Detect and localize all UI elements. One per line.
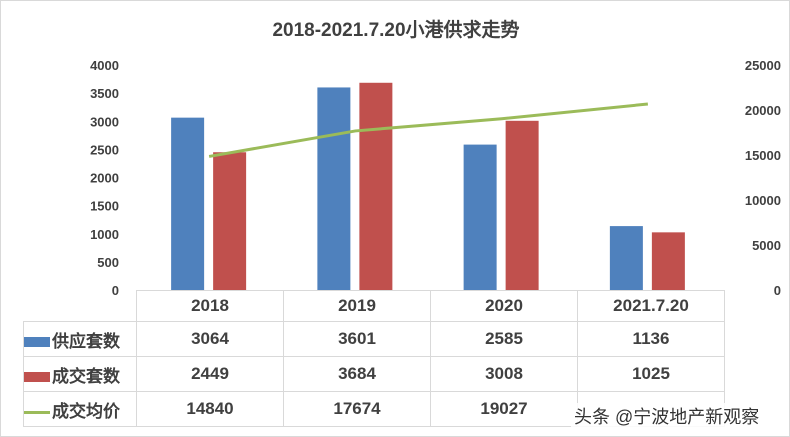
left-tick-label: 500: [97, 255, 119, 270]
table-row: 供应套数 3064 3601 2585 1136: [23, 321, 725, 357]
left-tick-label: 4000: [90, 58, 119, 73]
series-label: 供应套数: [23, 321, 137, 357]
bar-deals: [359, 82, 393, 291]
bar-supply: [317, 87, 351, 290]
bar-supply: [171, 117, 205, 291]
corner-cell: [23, 290, 137, 322]
data-label: 3684: [283, 356, 431, 392]
data-label: 3008: [430, 356, 578, 392]
left-tick-label: 3500: [90, 86, 119, 101]
left-tick-label: 2500: [90, 142, 119, 157]
bar-deals: [505, 120, 539, 290]
data-label: 1136: [577, 321, 725, 357]
data-label: 3601: [283, 321, 431, 357]
right-tick-label: 10000: [745, 193, 781, 208]
bar-supply: [609, 226, 643, 290]
right-tick-label: 25000: [745, 58, 781, 73]
legend-key-icon: [24, 337, 50, 348]
data-label: 17674: [283, 391, 431, 427]
left-tick-label: 1500: [90, 199, 119, 214]
left-tick-label: 3000: [90, 114, 119, 129]
legend-key-icon: [24, 410, 50, 414]
data-label: 2585: [430, 321, 578, 357]
bar-deals: [651, 232, 685, 290]
data-label: 1025: [577, 356, 725, 392]
category-label: 2019: [283, 290, 431, 322]
category-label: 2020: [430, 290, 578, 322]
data-label: 3064: [136, 321, 284, 357]
data-label: 19027: [430, 391, 578, 427]
line-avg-price: [208, 102, 649, 158]
right-tick-label: 5000: [752, 238, 781, 253]
right-tick-label: 0: [774, 283, 781, 298]
category-label: 2021.7.20: [577, 290, 725, 322]
series-name: 成交套数: [52, 366, 120, 386]
right-tick-label: 15000: [745, 148, 781, 163]
data-table: 2018 2019 2020 2021.7.20 供应套数 3064 3601 2585 113…: [23, 290, 725, 427]
table-row: 成交套数 2449 3684 3008 1025: [23, 356, 725, 392]
table-header: 2018 2019 2020 2021.7.20: [23, 290, 725, 322]
series-name: 成交均价: [52, 401, 120, 421]
bar-deals: [213, 152, 247, 290]
series-label: 成交套数: [23, 356, 137, 392]
right-tick-label: 20000: [745, 103, 781, 118]
watermark: 头条 @宁波地产新观察: [571, 403, 763, 429]
left-tick-label: 1000: [90, 227, 119, 242]
bar-supply: [463, 144, 497, 290]
data-label: 2449: [136, 356, 284, 392]
chart-title: 2018-2021.7.20小港供求走势: [272, 20, 520, 41]
data-label: 14840: [136, 391, 284, 427]
legend-key-icon: [24, 372, 50, 383]
category-label: 2018: [136, 290, 284, 322]
series-name: 供应套数: [52, 331, 120, 351]
series-label: 成交均价: [23, 391, 137, 427]
left-tick-label: 2000: [90, 171, 119, 186]
